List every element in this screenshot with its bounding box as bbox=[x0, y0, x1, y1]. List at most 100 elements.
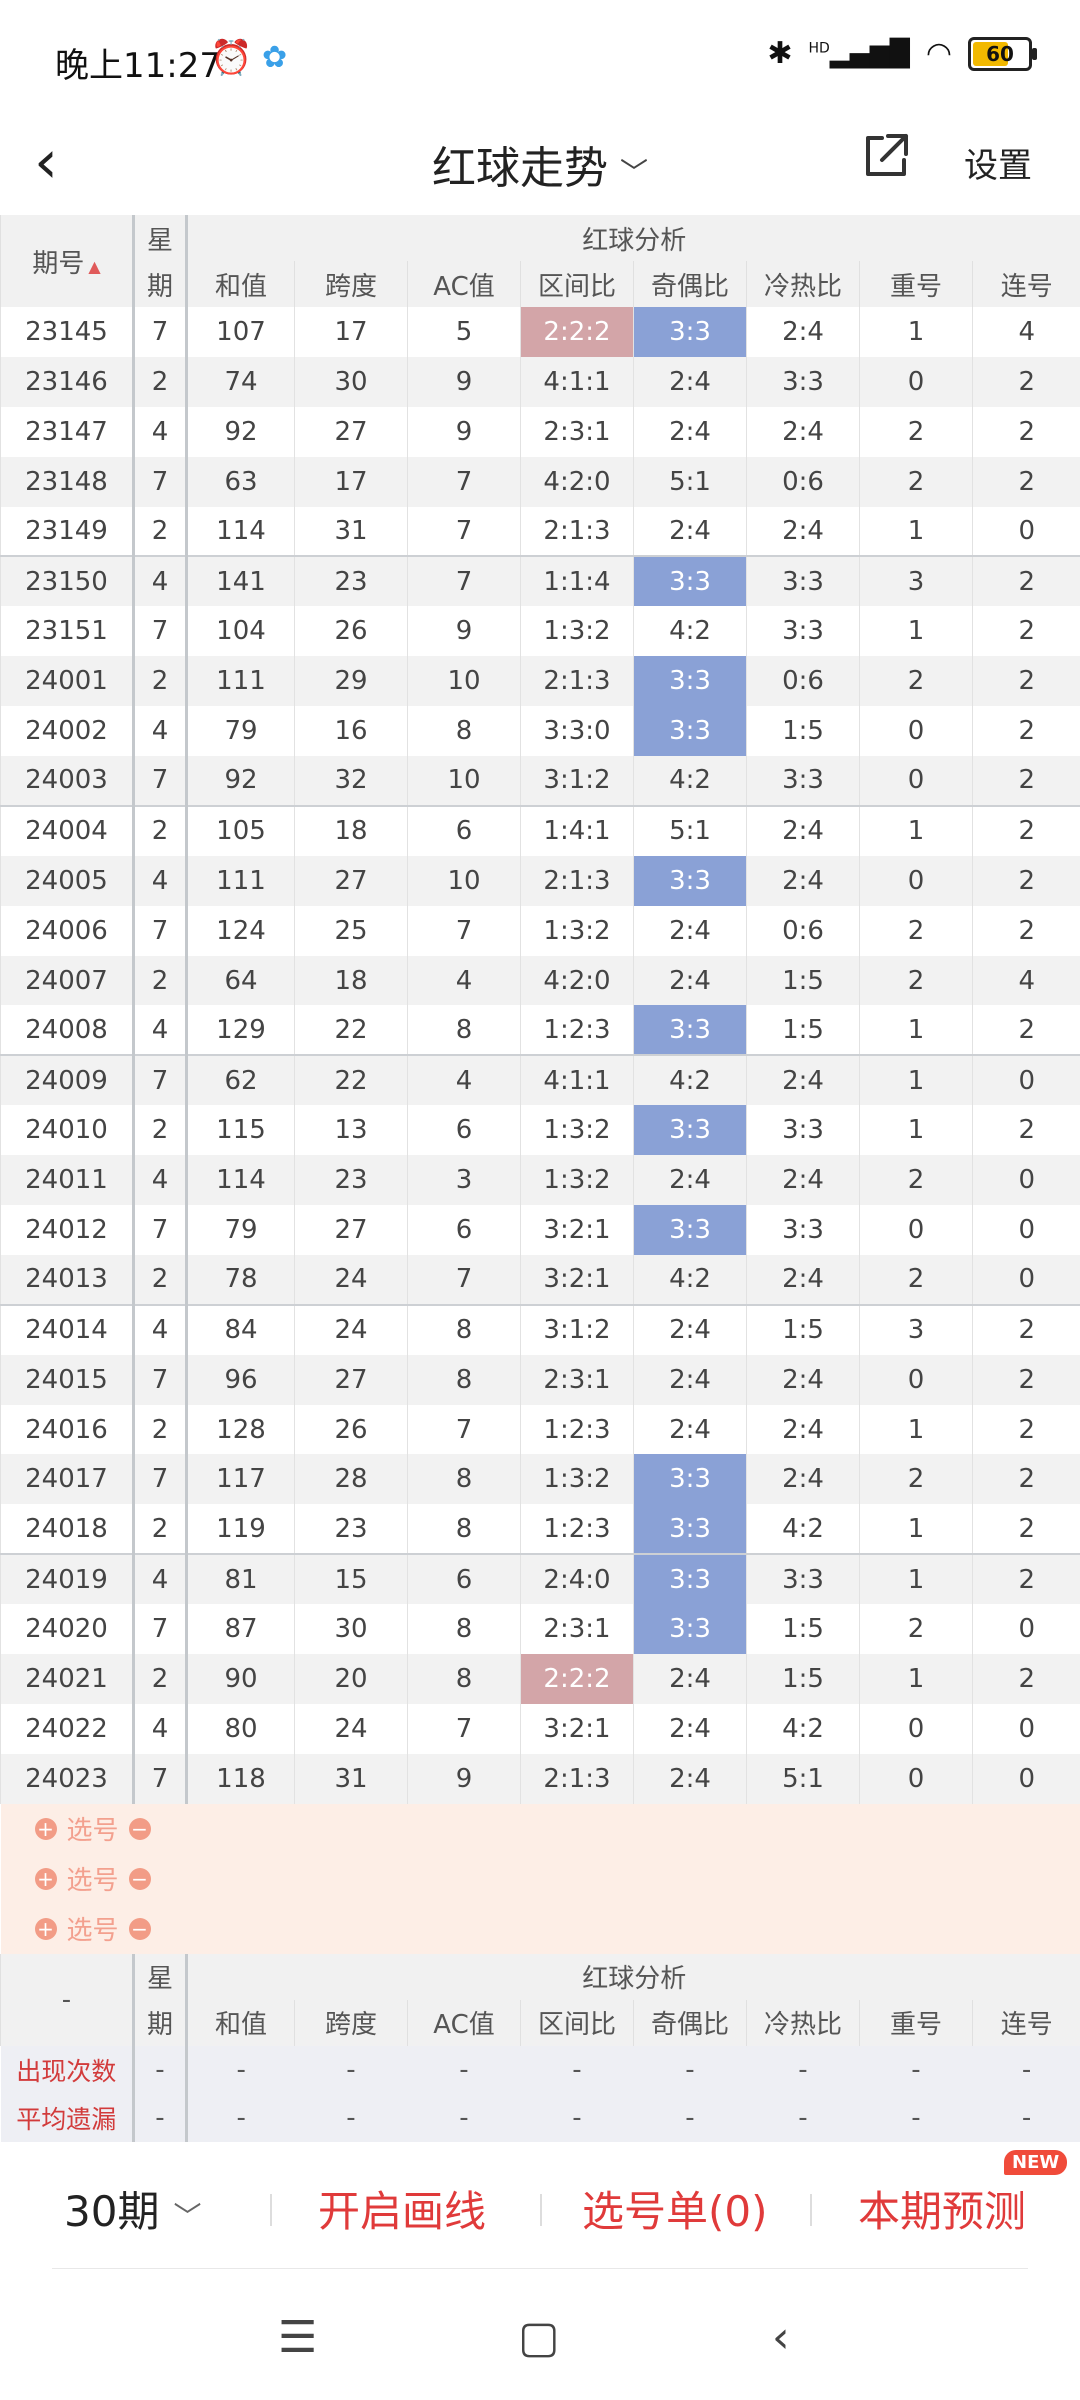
repeat-cell: 3 bbox=[859, 555, 973, 607]
consecutive-cell: 0 bbox=[971, 1155, 1080, 1206]
prediction-button[interactable]: 本期预测 bbox=[858, 2187, 1027, 2236]
ac-cell: 6 bbox=[407, 1205, 521, 1255]
footer-consecutive-header: 连号 bbox=[971, 1999, 1080, 2046]
repeat-cell: 2 bbox=[859, 406, 973, 457]
footer-span-header: 跨度 bbox=[294, 1999, 408, 2046]
bluetooth-icon: ✱ bbox=[767, 36, 793, 71]
repeat-cell: 2 bbox=[859, 456, 973, 507]
table-row: 24007 2 64 18 4 4:2:0 2:4 1:5 2 4 bbox=[0, 955, 1080, 1006]
zone-cell: 2:4:0 bbox=[520, 1553, 634, 1605]
table-row: 24020 7 87 30 8 2:3:1 3:3 1:5 2 0 bbox=[0, 1604, 1080, 1655]
system-nav-bar: ☰ ▢ ‹ bbox=[0, 2270, 1080, 2400]
span-cell: 31 bbox=[294, 506, 408, 557]
table-row: 24019 4 81 15 6 2:4:0 3:3 3:3 1 2 bbox=[0, 1553, 1080, 1605]
app-notification-icon: ✿ bbox=[262, 40, 288, 75]
repeat-cell: 3 bbox=[859, 1303, 973, 1355]
zone-cell: 1:3:2 bbox=[520, 1454, 634, 1505]
chevron-down-icon: ﹀ bbox=[173, 2200, 202, 2233]
hot-cold-cell: 3:3 bbox=[746, 1553, 860, 1605]
odd-even-cell: 3:3 bbox=[633, 706, 747, 757]
repeat-cell: 0 bbox=[859, 855, 973, 906]
odd-even-cell: 4:2 bbox=[633, 1254, 747, 1305]
pick-row[interactable]: + 选号 − bbox=[0, 1903, 1080, 1954]
span-cell: 26 bbox=[294, 606, 408, 657]
stat-value: - bbox=[859, 2093, 973, 2142]
sum-cell: 141 bbox=[186, 555, 295, 607]
stat-value: - bbox=[407, 2045, 521, 2094]
span-cell: 32 bbox=[294, 756, 408, 806]
span-cell: 17 bbox=[294, 456, 408, 507]
zone-cell: 3:2:1 bbox=[520, 1254, 634, 1305]
share-icon[interactable] bbox=[858, 128, 914, 184]
pick-row[interactable]: + 选号 − bbox=[0, 1853, 1080, 1904]
ac-cell: 6 bbox=[407, 1105, 521, 1156]
span-cell: 26 bbox=[294, 1404, 408, 1455]
period-header[interactable]: 期号 ▲ bbox=[0, 215, 135, 307]
ac-cell: 7 bbox=[407, 555, 521, 607]
draw-line-button[interactable]: 开启画线 bbox=[318, 2187, 487, 2236]
zone-cell: 1:3:2 bbox=[520, 1155, 634, 1206]
odd-even-cell: 5:1 bbox=[633, 804, 747, 856]
zone-cell: 4:1:1 bbox=[520, 356, 634, 407]
table-row: 24002 4 79 16 8 3:3:0 3:3 1:5 0 2 bbox=[0, 706, 1080, 757]
repeat-cell: 0 bbox=[859, 1205, 973, 1255]
period-cell: 24019 bbox=[0, 1553, 135, 1605]
footer-week-top: 星 bbox=[133, 1953, 188, 2000]
add-icon[interactable]: + bbox=[34, 1917, 57, 1940]
remove-icon[interactable]: − bbox=[128, 1817, 151, 1840]
back-icon[interactable]: ‹ bbox=[34, 127, 58, 197]
ac-cell: 9 bbox=[407, 606, 521, 657]
pick-row[interactable]: + 选号 − bbox=[0, 1803, 1080, 1854]
consecutive-cell: 2 bbox=[971, 1654, 1080, 1704]
zone-cell: 2:1:3 bbox=[520, 506, 634, 557]
week-cell: 4 bbox=[133, 406, 188, 457]
consecutive-cell: 2 bbox=[971, 855, 1080, 906]
back-nav-icon[interactable]: ‹ bbox=[772, 2312, 790, 2363]
zone-cell: 1:2:3 bbox=[520, 1404, 634, 1455]
period-selector[interactable]: 30期 ﹀ bbox=[64, 2187, 202, 2236]
sum-cell: 129 bbox=[186, 1005, 295, 1056]
settings-button[interactable]: 设置 bbox=[964, 146, 1032, 186]
table-row: 24021 2 90 20 8 2:2:2 2:4 1:5 1 2 bbox=[0, 1654, 1080, 1704]
stat-value: - bbox=[972, 2093, 1080, 2142]
page-title[interactable]: 红球走势 ﹀ bbox=[431, 143, 648, 194]
period-cell: 23146 bbox=[0, 356, 135, 407]
table-row: 23148 7 63 17 7 4:2:0 5:1 0:6 2 2 bbox=[0, 456, 1080, 507]
week-cell: 4 bbox=[133, 1703, 188, 1754]
add-icon[interactable]: + bbox=[34, 1817, 57, 1840]
ac-cell: 6 bbox=[407, 1553, 521, 1605]
table-row: 24009 7 62 22 4 4:1:1 4:2 2:4 1 0 bbox=[0, 1054, 1080, 1106]
consecutive-cell: 0 bbox=[971, 1703, 1080, 1754]
home-icon[interactable]: ▢ bbox=[518, 2312, 560, 2363]
table-row: 24011 4 114 23 3 1:3:2 2:4 2:4 2 0 bbox=[0, 1155, 1080, 1206]
consecutive-cell: 0 bbox=[971, 1604, 1080, 1655]
zone-ratio-header: 区间比 bbox=[520, 261, 634, 307]
table-row: 23149 2 114 31 7 2:1:3 2:4 2:4 1 0 bbox=[0, 506, 1080, 557]
ac-cell: 7 bbox=[407, 905, 521, 956]
week-cell: 7 bbox=[133, 1753, 188, 1804]
period-cell: 23145 bbox=[0, 307, 135, 357]
consecutive-cell: 2 bbox=[971, 1553, 1080, 1605]
table-row: 24023 7 118 31 9 2:1:3 2:4 5:1 0 0 bbox=[0, 1753, 1080, 1804]
add-icon[interactable]: + bbox=[34, 1867, 57, 1890]
stat-value: - bbox=[520, 2093, 634, 2142]
table-row: 23150 4 141 23 7 1:1:4 3:3 3:3 3 2 bbox=[0, 555, 1080, 607]
sum-cell: 80 bbox=[186, 1703, 295, 1754]
zone-cell: 3:2:1 bbox=[520, 1703, 634, 1754]
span-cell: 27 bbox=[294, 1354, 408, 1405]
week-cell: 4 bbox=[133, 706, 188, 757]
consecutive-cell: 2 bbox=[971, 406, 1080, 457]
menu-icon[interactable]: ☰ bbox=[278, 2312, 318, 2363]
selection-list-button[interactable]: 选号单(0) bbox=[582, 2187, 768, 2236]
remove-icon[interactable]: − bbox=[128, 1867, 151, 1890]
consecutive-cell: 2 bbox=[971, 456, 1080, 507]
stat-value: - bbox=[746, 2093, 860, 2142]
repeat-cell: 1 bbox=[859, 606, 973, 657]
ac-cell: 10 bbox=[407, 855, 521, 906]
footer-odd-even-header: 奇偶比 bbox=[633, 1999, 747, 2046]
span-cell: 23 bbox=[294, 555, 408, 607]
signal-icon: HD▂▄▆█ bbox=[808, 38, 910, 69]
remove-icon[interactable]: − bbox=[128, 1917, 151, 1940]
table-row: 23146 2 74 30 9 4:1:1 2:4 3:3 0 2 bbox=[0, 356, 1080, 407]
sum-cell: 115 bbox=[186, 1105, 295, 1156]
